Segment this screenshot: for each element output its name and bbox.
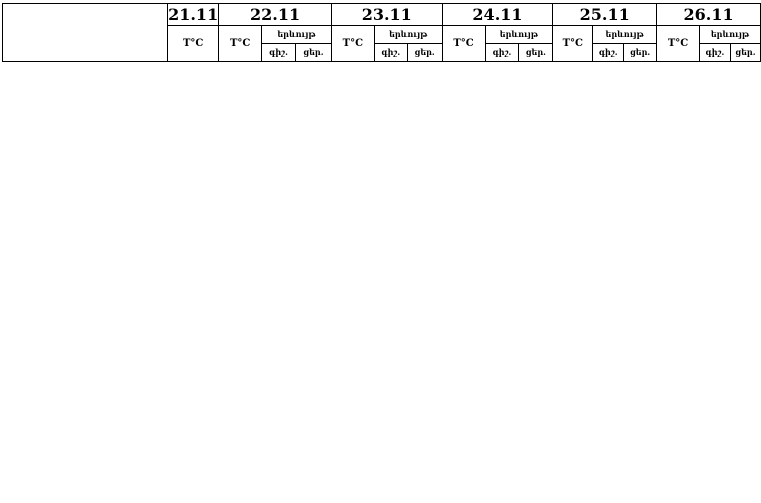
day-header: ցեր.	[518, 43, 554, 62]
corner-cell	[1, 3, 169, 62]
phenomenon-header: երևույթ	[261, 25, 332, 44]
temp-header: T°C	[330, 25, 375, 62]
date-header: 21.11	[167, 3, 220, 26]
night-header: գիշ.	[592, 43, 625, 62]
temp-header: T°C	[441, 25, 486, 62]
day-header: ցեր.	[295, 43, 332, 62]
date-header: 22.11	[218, 3, 332, 26]
temp-header: T°C	[656, 25, 700, 62]
night-header: գիշ.	[484, 43, 520, 62]
temp-header: T°C	[552, 25, 594, 62]
date-header: 25.11	[552, 3, 658, 26]
forecast-table: 21.11 22.11 23.11 24.11 25.11 26.11 T°C T°C երևո…	[1, 3, 761, 62]
day-header: ցեր.	[729, 43, 761, 62]
phenomenon-header: երևույթ	[373, 25, 443, 44]
date-header: 23.11	[330, 3, 443, 26]
night-header: գիշ.	[373, 43, 408, 62]
phenomenon-header: երևույթ	[592, 25, 658, 44]
phenomenon-header: երևույթ	[484, 25, 554, 44]
temp-header: T°C	[167, 25, 220, 62]
day-header: ցեր.	[623, 43, 658, 62]
date-header: 26.11	[656, 3, 761, 26]
date-header: 24.11	[441, 3, 554, 26]
night-header: գիշ.	[261, 43, 296, 62]
phenomenon-header: երևույթ	[698, 25, 761, 44]
night-header: գիշ.	[698, 43, 731, 62]
day-header: ցեր.	[406, 43, 443, 62]
temp-header: T°C	[218, 25, 263, 62]
